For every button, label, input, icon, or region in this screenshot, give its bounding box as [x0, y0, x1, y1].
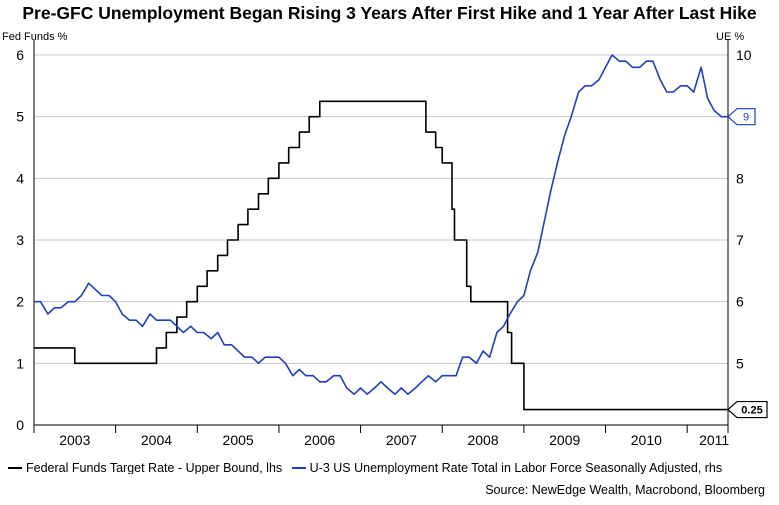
end-value-label: 9 — [743, 112, 749, 124]
x-tick-label: 2006 — [304, 432, 335, 448]
legend-item-fed-funds: Federal Funds Target Rate - Upper Bound,… — [8, 461, 282, 474]
left-tick-label: 6 — [16, 47, 24, 63]
end-value-label: 0.25 — [741, 405, 762, 417]
end-value-callout-box — [727, 108, 756, 126]
x-tick-label: 2007 — [386, 432, 417, 448]
right-tick-label: 5 — [736, 355, 744, 371]
series-layer — [34, 54, 728, 411]
left-tick-label: 5 — [16, 109, 24, 125]
legend-label-unemployment: U-3 US Unemployment Rate Total in Labor … — [309, 461, 723, 474]
left-tick-label: 0 — [16, 417, 24, 433]
x-tick-label: 2005 — [223, 432, 254, 448]
x-tick-label: 2004 — [141, 432, 172, 448]
right-tick-label: 10 — [736, 47, 752, 63]
x-tick-label: 2003 — [59, 432, 90, 448]
left-tick-label: 3 — [16, 232, 24, 248]
legend-item-unemployment: U-3 US Unemployment Rate Total in Labor … — [291, 461, 723, 474]
legend: Federal Funds Target Rate - Upper Bound,… — [8, 458, 779, 474]
right-axis-label: UE % — [716, 31, 745, 43]
left-axis-label: Fed Funds % — [2, 31, 68, 43]
right-tick-label: 7 — [736, 232, 744, 248]
legend-label-fed-funds: Federal Funds Target Rate - Upper Bound,… — [26, 461, 283, 474]
x-tick-label: 2011 — [699, 432, 729, 448]
x-tick-label: 2010 — [631, 432, 662, 448]
unemployment-line — [34, 54, 728, 396]
right-tick-label: 8 — [736, 170, 744, 186]
chart-canvas: 0 1 2 3 4 5 6 5 6 7 8 9 10 2003 2004 2005 2006 2007 2008 20… — [16, 40, 768, 448]
legend-swatch-fed-funds — [8, 467, 22, 469]
end-value-callout-box — [727, 400, 768, 419]
chart-title: Pre-GFC Unemployment Began Rising 3 Year… — [22, 3, 757, 23]
left-tick-label: 2 — [16, 294, 24, 310]
x-tick-label: 2009 — [549, 432, 580, 448]
axes — [33, 40, 729, 433]
x-tick-label: 2008 — [467, 432, 498, 448]
tick-labels: 0 1 2 3 4 5 6 5 6 7 8 9 10 2003 2004 2005 2006 2007 2008 20… — [16, 47, 768, 448]
left-tick-label: 1 — [16, 355, 24, 371]
fed-funds-line — [34, 100, 728, 411]
right-tick-label: 6 — [736, 294, 744, 310]
legend-swatch-unemployment — [291, 467, 306, 469]
source-note: Source: NewEdge Wealth, Macrobond, Bloom… — [485, 483, 765, 497]
left-tick-label: 4 — [16, 170, 24, 186]
